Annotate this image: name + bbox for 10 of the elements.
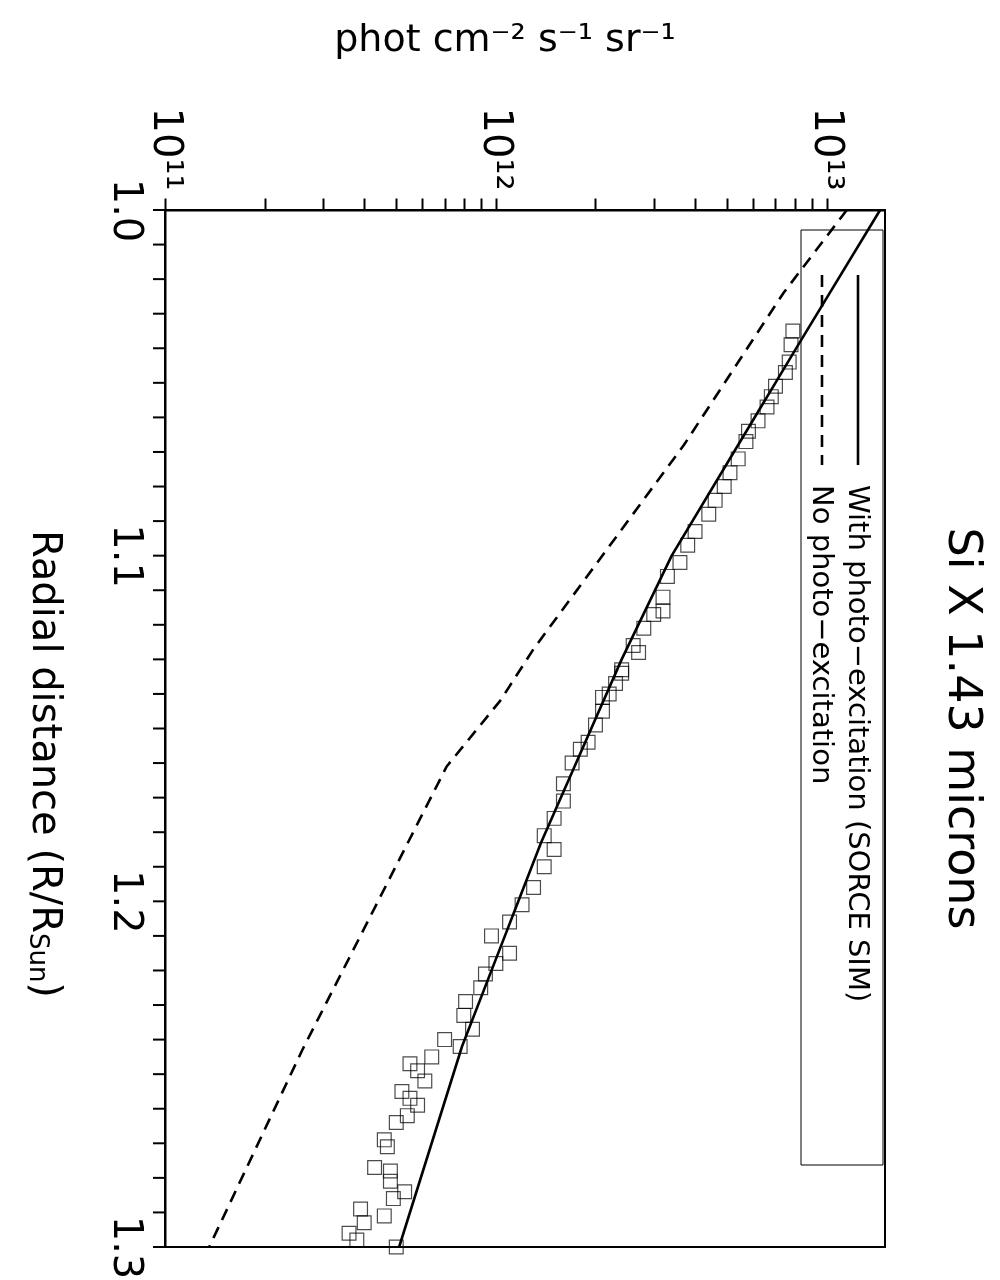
x-axis-title: phot cm⁻² s⁻¹ sr⁻¹ <box>334 16 676 60</box>
text: Si X 1.43 microns <box>938 527 992 930</box>
y-tick-label: 1.2 <box>104 870 151 934</box>
y-axis-title: Radial distance (R/RSun) <box>24 529 70 998</box>
text: No photo−excitation <box>806 485 840 785</box>
y-tick-label: 1.3 <box>104 1215 151 1280</box>
x-tick-label: 10¹² <box>475 107 522 191</box>
text: With photo−excitation (SORCE SIM) <box>842 485 876 1003</box>
x-tick-label: 10¹³ <box>806 107 853 191</box>
y-tick-label: 1.1 <box>104 524 151 588</box>
